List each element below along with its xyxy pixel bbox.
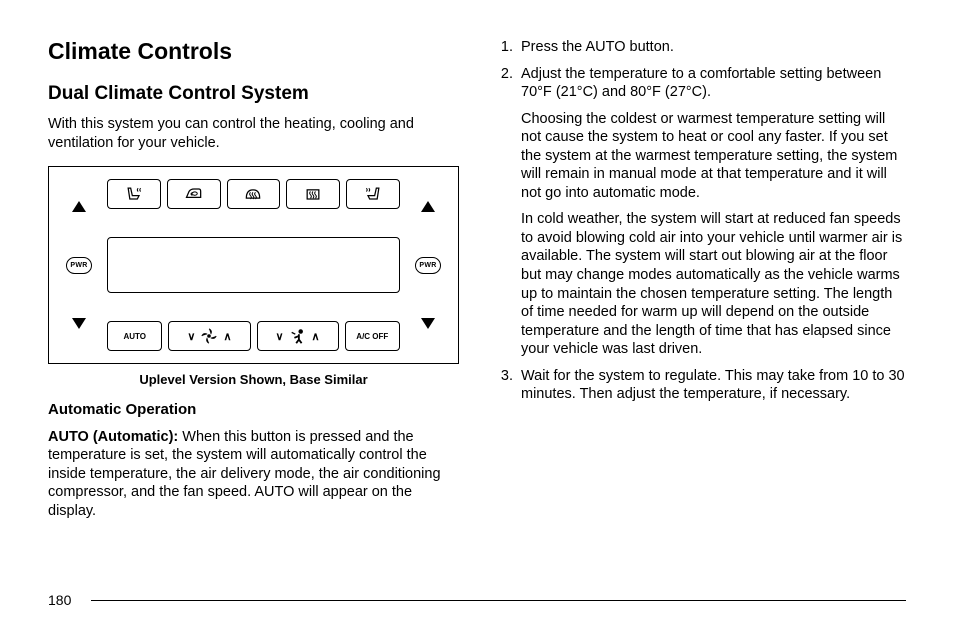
temp-down-right-icon	[421, 318, 435, 329]
rear-defrost-button	[286, 179, 340, 209]
pwr-right-button: PWR	[415, 257, 440, 274]
heated-seat-icon	[363, 185, 383, 203]
figure-caption: Uplevel Version Shown, Base Similar	[48, 372, 459, 389]
subsection-heading: Automatic Operation	[48, 401, 459, 418]
fan-speed-button: ∨ ∧	[168, 321, 250, 351]
right-column: Press the AUTO button. Adjust the temper…	[495, 38, 906, 578]
step-2-detail-2: In cold weather, the system will start a…	[521, 210, 906, 358]
heated-seat-right-button	[346, 179, 400, 209]
chevron-down-icon: ∨	[187, 330, 195, 343]
auto-paragraph: AUTO (Automatic): When this button is pr…	[48, 428, 459, 521]
page-footer: 180	[48, 592, 906, 608]
fan-icon	[199, 327, 219, 345]
control-panel: PWR	[61, 179, 446, 351]
center-controls: AUTO ∨ ∧ ∨	[107, 179, 400, 351]
recirculate-button	[167, 179, 221, 209]
step-2-text: Adjust the temperature to a comfortable …	[521, 66, 881, 101]
chevron-down-icon: ∨	[275, 330, 283, 343]
step-2-detail-1: Choosing the coldest or warmest temperat…	[521, 110, 906, 203]
page-title: Climate Controls	[48, 38, 459, 65]
temp-down-left-icon	[72, 318, 86, 329]
auto-label: AUTO (Automatic):	[48, 429, 178, 445]
section-heading: Dual Climate Control System	[48, 83, 459, 105]
ac-off-button: A/C OFF	[345, 321, 400, 351]
front-defrost-icon	[243, 185, 263, 203]
person-airflow-icon	[288, 327, 308, 345]
climate-control-figure: PWR	[48, 166, 459, 364]
pwr-left-button: PWR	[66, 257, 91, 274]
temp-up-right-icon	[421, 201, 435, 212]
chevron-up-icon: ∧	[223, 330, 231, 343]
left-column: Climate Controls Dual Climate Control Sy…	[48, 38, 459, 578]
heated-seat-left-button	[107, 179, 161, 209]
recirculate-icon	[184, 185, 204, 203]
chevron-up-icon: ∧	[312, 330, 320, 343]
page-number: 180	[48, 592, 71, 608]
content-columns: Climate Controls Dual Climate Control Sy…	[48, 38, 906, 578]
step-1: Press the AUTO button.	[517, 38, 906, 57]
temp-up-left-icon	[72, 201, 86, 212]
rear-defrost-icon	[303, 185, 323, 203]
bottom-button-row: AUTO ∨ ∧ ∨	[107, 321, 400, 351]
top-button-row	[107, 179, 400, 209]
intro-text: With this system you can control the hea…	[48, 115, 459, 152]
footer-rule	[91, 600, 906, 601]
auto-button: AUTO	[107, 321, 162, 351]
heated-seat-icon	[124, 185, 144, 203]
step-2: Adjust the temperature to a comfortable …	[517, 65, 906, 359]
front-defrost-button	[227, 179, 281, 209]
air-mode-button: ∨ ∧	[257, 321, 339, 351]
display-screen	[107, 237, 400, 293]
left-side-controls: PWR	[61, 179, 97, 351]
steps-list: Press the AUTO button. Adjust the temper…	[495, 38, 906, 404]
step-3: Wait for the system to regulate. This ma…	[517, 367, 906, 404]
right-side-controls: PWR	[410, 179, 446, 351]
